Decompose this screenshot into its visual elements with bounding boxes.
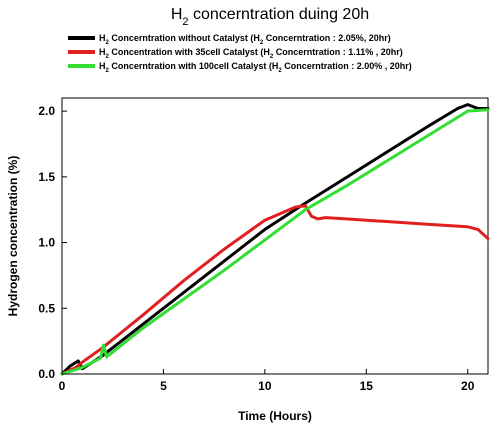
legend-label-3: H2 Concerntration with 100cell Catalyst … xyxy=(99,61,412,74)
y-tick-label: 0.0 xyxy=(38,367,55,381)
series-line-1 xyxy=(60,103,490,376)
y-tick-label: 0.5 xyxy=(38,301,55,315)
legend-label-1: H2 Concerntration without Catalyst (H2 C… xyxy=(99,33,391,46)
y-tick-label: 1.0 xyxy=(38,236,55,250)
series-line-3 xyxy=(60,108,490,376)
series-layer xyxy=(60,103,490,376)
y-axis-label: Hydrogen concentration (%) xyxy=(6,156,20,317)
legend-label-2: H2 Concentration with 35cell Catalyst (H… xyxy=(99,47,403,60)
x-tick-label: 20 xyxy=(461,379,475,393)
chart-title-subscript: 2 xyxy=(182,16,188,28)
chart-title-main: H xyxy=(171,6,183,23)
x-tick-label: 0 xyxy=(59,379,66,393)
y-tick-label: 2.0 xyxy=(38,104,55,118)
x-axis: 0 5 10 15 20 xyxy=(59,369,475,393)
x-tick-label: 10 xyxy=(258,379,272,393)
x-tick-label: 5 xyxy=(160,379,167,393)
x-tick-label: 15 xyxy=(360,379,374,393)
series-line-2 xyxy=(60,204,490,376)
plot-area-frame xyxy=(61,97,489,375)
x-axis-label: Time (Hours) xyxy=(238,409,312,423)
y-axis: 0.0 0.5 1.0 1.5 2.0 xyxy=(38,104,67,381)
chart-title: H2 concerntration duing 20h xyxy=(171,6,369,28)
legend: H2 Concerntration without Catalyst (H2 C… xyxy=(68,33,412,74)
chart-title-rest: concerntration duing 20h xyxy=(189,6,370,23)
y-tick-label: 1.5 xyxy=(38,170,55,184)
